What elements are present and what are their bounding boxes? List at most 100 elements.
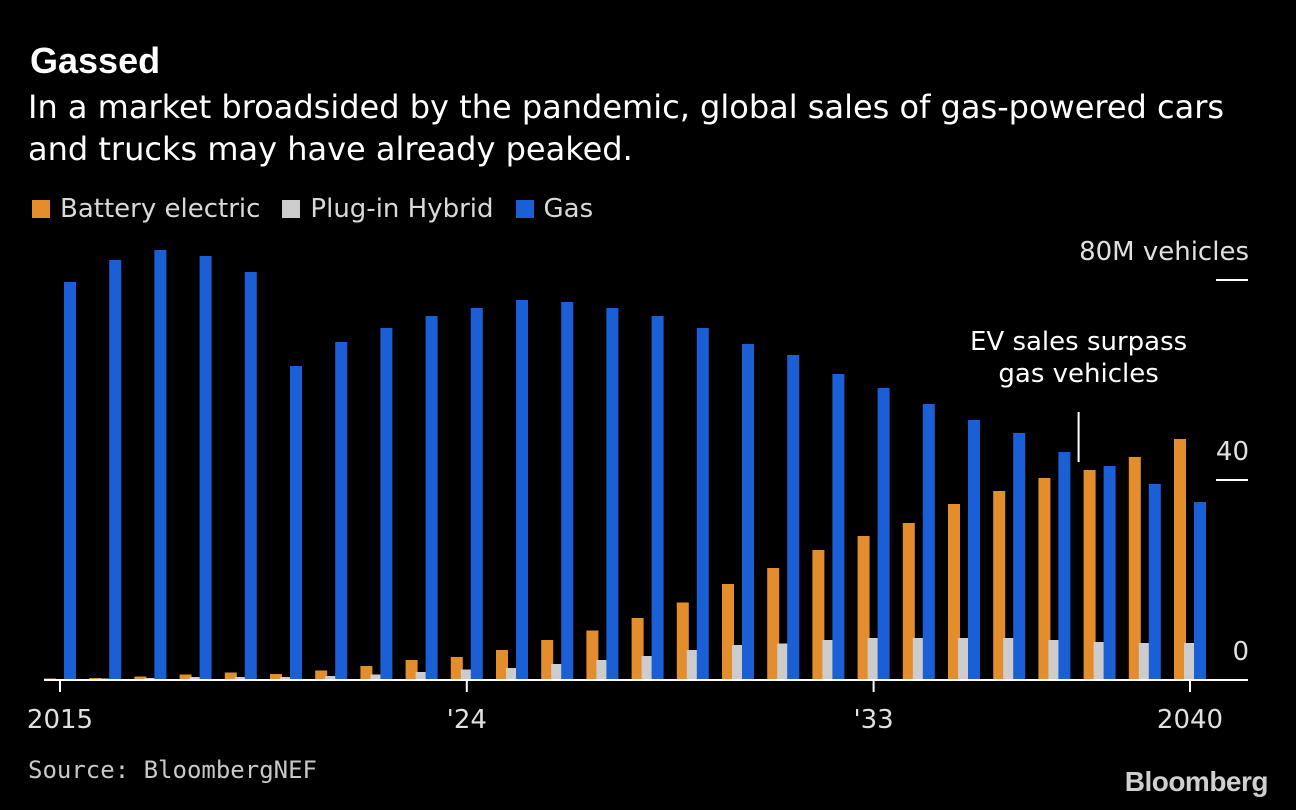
- legend: Battery electric Plug-in Hybrid Gas: [32, 194, 615, 224]
- bar-battery-electric-2026: [541, 640, 554, 680]
- bar-battery-electric-2038: [1083, 470, 1096, 680]
- legend-item-plug-in-hybrid: Plug-in Hybrid: [282, 194, 494, 224]
- bar-plug-in-hybrid-2024: [460, 669, 473, 680]
- bar-gas-2035: [968, 420, 980, 680]
- bar-gas-2026: [561, 302, 574, 680]
- x-axis-ticks: 2015 '24 '33 2040: [27, 680, 1223, 735]
- bars-group: [44, 250, 1206, 680]
- bar-gas-2031: [787, 355, 800, 680]
- bar-plug-in-hybrid-2040: [1184, 643, 1196, 680]
- bar-plug-in-hybrid-2020: [280, 677, 292, 680]
- bar-plug-in-hybrid-2022: [370, 674, 383, 680]
- legend-label-plug-in-hybrid: Plug-in Hybrid: [310, 194, 494, 224]
- bar-battery-electric-2031: [767, 568, 780, 680]
- bar-battery-electric-2029: [676, 602, 689, 680]
- x-tick-label: '33: [853, 705, 893, 735]
- bar-gas-2037: [1058, 452, 1071, 680]
- bar-battery-electric-2034: [902, 523, 915, 680]
- chart-title: Gassed: [30, 40, 161, 81]
- x-tick-label: 2040: [1157, 705, 1223, 735]
- bar-battery-electric-2025: [496, 650, 508, 680]
- x-tick-label: '24: [447, 705, 487, 735]
- bar-battery-electric-2040: [1174, 439, 1186, 680]
- bar-battery-electric-2035: [948, 504, 960, 680]
- bar-battery-electric-2023: [405, 660, 418, 680]
- bar-battery-electric-2018: [179, 674, 192, 680]
- bar-battery-electric-2030: [722, 584, 734, 680]
- legend-swatch-gas: [515, 200, 534, 218]
- bar-gas-2030: [742, 344, 754, 680]
- bar-gas-2021: [335, 342, 348, 680]
- bar-battery-electric-2037: [1038, 478, 1051, 680]
- source-note: Source: BloombergNEF: [28, 756, 317, 784]
- bar-gas-2020: [290, 366, 302, 680]
- bar-battery-electric-2032: [812, 550, 825, 680]
- y-tick-label: 0: [1232, 637, 1249, 667]
- bar-gas-2036: [1013, 433, 1026, 680]
- bar-gas-2029: [696, 328, 709, 680]
- bar-plug-in-hybrid-2033: [867, 638, 880, 680]
- bar-battery-electric-2036: [993, 491, 1006, 680]
- annotation-text-line: EV sales surpass: [970, 327, 1187, 357]
- bar-plug-in-hybrid-2019: [234, 677, 247, 680]
- bar-battery-electric-2017: [134, 676, 147, 680]
- bar-plug-in-hybrid-2029: [686, 650, 699, 680]
- legend-item-battery-electric: Battery electric: [32, 194, 260, 224]
- bar-plug-in-hybrid-2018: [189, 677, 202, 680]
- bar-plug-in-hybrid-2034: [912, 638, 925, 680]
- bar-plug-in-hybrid-2035: [958, 638, 970, 680]
- bar-battery-electric-2024: [450, 657, 463, 680]
- bar-plug-in-hybrid-2038: [1093, 642, 1106, 680]
- chart-subtitle: In a market broadsided by the pandemic, …: [28, 88, 1225, 168]
- bar-plug-in-hybrid-2032: [822, 640, 835, 680]
- y-axis-ticks: 80M vehicles 40 0: [1079, 237, 1249, 667]
- bar-plug-in-hybrid-2025: [506, 668, 518, 680]
- bar-gas-2024: [470, 308, 483, 680]
- bar-plug-in-hybrid-2031: [777, 643, 790, 680]
- bar-battery-electric-2039: [1128, 457, 1141, 680]
- bar-plug-in-hybrid-2028: [641, 656, 654, 680]
- bar-battery-electric-2022: [360, 666, 373, 680]
- bar-plug-in-hybrid-2023: [415, 672, 428, 680]
- bar-battery-electric-2019: [224, 672, 237, 680]
- bar-gas-2032: [832, 374, 845, 680]
- bar-gas-2040: [1194, 502, 1206, 680]
- bar-gas-2016: [109, 260, 122, 680]
- bar-plug-in-hybrid-2036: [1003, 638, 1016, 680]
- legend-swatch-plug-in-hybrid: [282, 200, 301, 218]
- legend-label-battery-electric: Battery electric: [60, 194, 261, 224]
- legend-swatch-battery-electric: [32, 200, 50, 218]
- y-tick-label: 80M vehicles: [1079, 237, 1249, 267]
- bar-battery-electric-2021: [315, 670, 328, 680]
- bloomberg-logo: Bloomberg: [1124, 766, 1269, 797]
- bar-battery-electric-2033: [857, 536, 870, 680]
- bar-gas-2019: [244, 272, 257, 680]
- legend-label-gas: Gas: [543, 194, 594, 224]
- bar-gas-2023: [425, 316, 438, 680]
- bar-gas-2034: [922, 404, 935, 680]
- annotation-text-line: gas vehicles: [998, 359, 1158, 389]
- bar-plug-in-hybrid-2039: [1138, 643, 1151, 680]
- bar-gas-2017: [154, 250, 167, 680]
- bar-plug-in-hybrid-2021: [325, 676, 338, 680]
- bar-gas-2025: [516, 300, 528, 680]
- bar-plug-in-hybrid-2030: [732, 645, 744, 680]
- bar-gas-2018: [199, 256, 212, 680]
- x-tick-label: 2015: [27, 705, 93, 735]
- bar-battery-electric-2020: [270, 674, 282, 680]
- bar-battery-electric-2028: [631, 618, 644, 680]
- y-tick-label: 40: [1216, 437, 1249, 467]
- legend-item-gas: Gas: [515, 194, 594, 224]
- bar-plug-in-hybrid-2037: [1048, 640, 1061, 680]
- bar-gas-2033: [877, 388, 890, 680]
- bar-plug-in-hybrid-2027: [596, 660, 609, 680]
- bar-gas-2015: [64, 282, 76, 680]
- bar-gas-2027: [606, 308, 619, 680]
- bar-gas-2022: [380, 328, 393, 680]
- bar-plug-in-hybrid-2026: [551, 664, 564, 680]
- bar-battery-electric-2027: [586, 630, 599, 680]
- bar-gas-2028: [651, 316, 664, 680]
- bar-gas-2039: [1148, 484, 1161, 680]
